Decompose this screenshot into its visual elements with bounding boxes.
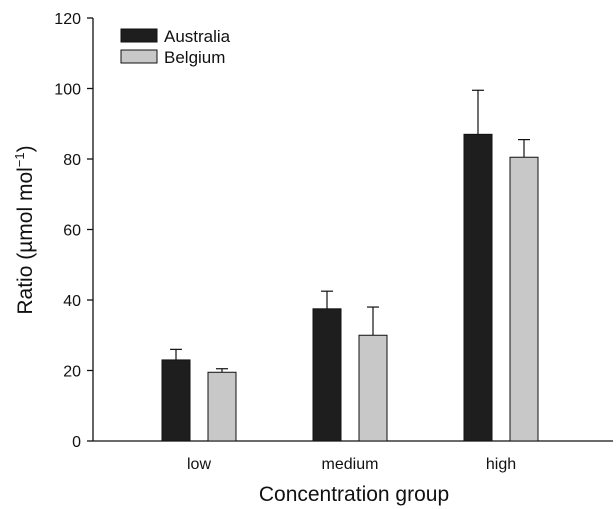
y-tick-label: 0	[72, 434, 81, 451]
bar-australia-low	[161, 359, 191, 442]
x-tick-label: medium	[322, 456, 379, 473]
x-tick-label: low	[187, 456, 211, 473]
error-bars-group	[170, 89, 530, 373]
y-axis-title-superscript: −1	[12, 152, 27, 167]
bar-australia-high	[463, 133, 493, 442]
bar-belgium-high	[509, 156, 539, 442]
x-axis-title: Concentration group	[259, 483, 449, 506]
legend-swatch-australia	[120, 28, 158, 43]
legend-label-australia: Australia	[164, 27, 231, 46]
bar-australia-medium	[312, 308, 342, 442]
y-tick-label: 20	[63, 364, 81, 381]
y-axis-title-main: Ratio (µmol mol	[14, 167, 37, 314]
legend: Australia Belgium	[120, 27, 231, 67]
y-tick-label: 80	[63, 152, 81, 169]
y-axis: 0 20 40 60 80 100 120	[54, 11, 94, 451]
bars-group	[161, 133, 539, 442]
bar-belgium-low	[207, 371, 237, 442]
y-axis-title-end: )	[14, 145, 37, 152]
y-tick-label: 60	[63, 223, 81, 240]
y-tick-label: 100	[54, 82, 81, 99]
y-tick-label: 120	[54, 11, 81, 28]
bar-belgium-medium	[358, 334, 388, 442]
legend-label-belgium: Belgium	[164, 48, 225, 67]
legend-swatch-belgium	[120, 49, 158, 64]
x-tick-label: high	[486, 456, 516, 473]
y-tick-label: 40	[63, 293, 81, 310]
x-axis: low medium high	[93, 440, 613, 473]
y-axis-title: Ratio (µmol mol−1)	[12, 145, 37, 314]
